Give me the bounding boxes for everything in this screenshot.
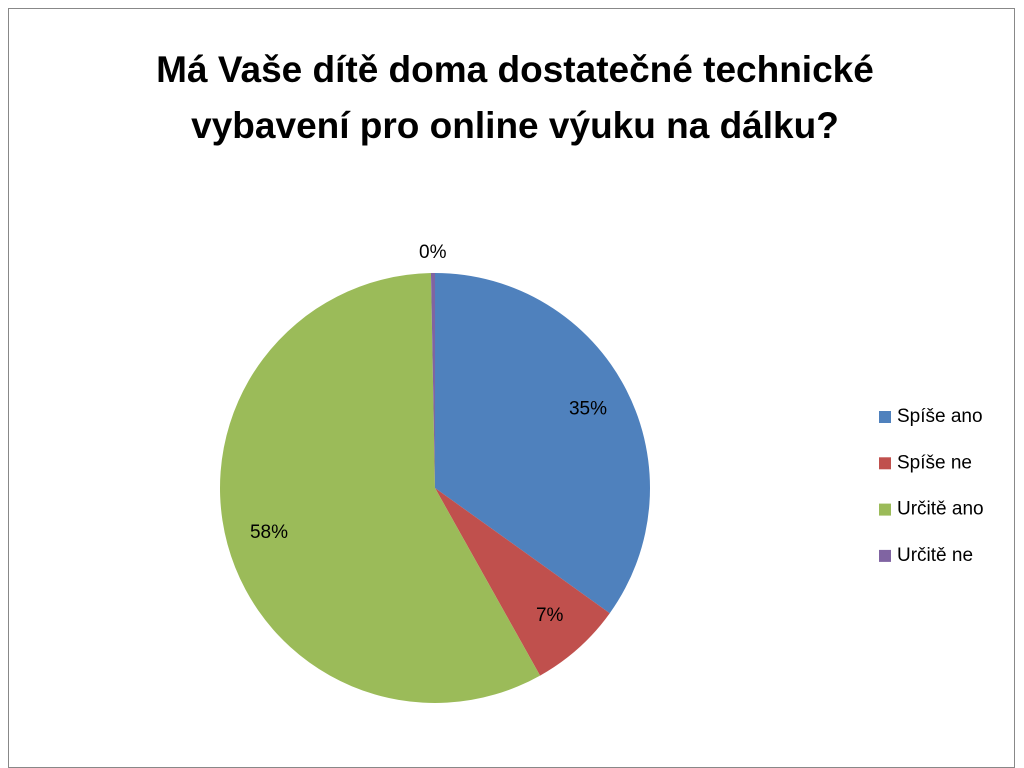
pie-slice bbox=[435, 488, 610, 676]
data-label: 35% bbox=[569, 398, 607, 419]
data-label: 58% bbox=[250, 522, 288, 543]
legend-label: Spíše ne bbox=[897, 452, 972, 473]
pie-slice bbox=[430, 273, 435, 488]
legend-swatch bbox=[879, 503, 891, 516]
legend-label: Určitě ne bbox=[897, 545, 973, 566]
legend-swatch bbox=[879, 549, 891, 562]
legend-swatch bbox=[879, 411, 891, 423]
pie-slice bbox=[435, 273, 650, 614]
data-label: 0% bbox=[419, 242, 447, 263]
data-label: 7% bbox=[536, 605, 564, 626]
legend-swatch bbox=[879, 457, 891, 470]
legend-label: Určitě ano bbox=[897, 499, 984, 520]
chart-title: Má Vaše dítě doma dostatečné technické v… bbox=[156, 49, 874, 146]
pie-slice bbox=[219, 273, 541, 703]
legend-label: Spíše ano bbox=[897, 406, 983, 427]
